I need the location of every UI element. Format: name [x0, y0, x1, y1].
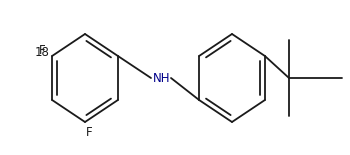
Text: 18: 18	[35, 46, 50, 58]
Text: F: F	[39, 44, 46, 57]
Text: NH: NH	[153, 71, 170, 84]
Text: F: F	[86, 126, 92, 139]
